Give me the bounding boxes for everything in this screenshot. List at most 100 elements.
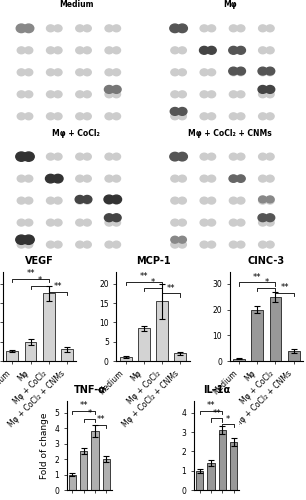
Circle shape — [171, 241, 179, 248]
Circle shape — [47, 219, 55, 226]
Title: VEGF: VEGF — [25, 256, 54, 266]
Circle shape — [17, 91, 25, 98]
Circle shape — [200, 25, 208, 32]
Circle shape — [83, 113, 91, 119]
Circle shape — [105, 47, 113, 54]
Circle shape — [237, 113, 245, 119]
Circle shape — [200, 69, 208, 75]
Circle shape — [259, 196, 267, 203]
Circle shape — [207, 46, 216, 54]
Circle shape — [76, 219, 84, 226]
Circle shape — [76, 241, 84, 248]
Bar — [230, 442, 237, 490]
Circle shape — [112, 47, 121, 54]
Circle shape — [24, 153, 33, 160]
Bar — [233, 358, 245, 361]
Circle shape — [47, 91, 55, 98]
Circle shape — [105, 175, 113, 182]
Bar — [218, 430, 226, 490]
Circle shape — [105, 197, 113, 204]
Circle shape — [112, 25, 121, 32]
Text: *: * — [151, 278, 155, 287]
Circle shape — [259, 197, 267, 204]
Circle shape — [83, 69, 91, 75]
Circle shape — [207, 47, 216, 54]
Circle shape — [16, 24, 26, 32]
Circle shape — [200, 47, 208, 54]
Circle shape — [17, 219, 25, 226]
Circle shape — [230, 113, 237, 119]
Circle shape — [76, 175, 84, 182]
Circle shape — [259, 91, 267, 98]
Circle shape — [178, 219, 186, 226]
Circle shape — [54, 153, 62, 160]
Circle shape — [17, 197, 25, 204]
Circle shape — [16, 152, 27, 162]
Circle shape — [207, 113, 216, 119]
Circle shape — [259, 153, 267, 160]
Circle shape — [104, 214, 114, 222]
Circle shape — [47, 153, 55, 160]
Circle shape — [230, 175, 237, 182]
Circle shape — [24, 219, 33, 226]
Circle shape — [24, 175, 33, 182]
Bar — [69, 474, 76, 490]
Circle shape — [259, 25, 267, 32]
Circle shape — [54, 25, 62, 32]
Circle shape — [104, 195, 114, 203]
Circle shape — [266, 91, 274, 98]
Circle shape — [17, 241, 25, 248]
Circle shape — [76, 197, 84, 204]
Text: **: ** — [54, 282, 62, 290]
Circle shape — [47, 197, 55, 204]
Circle shape — [83, 197, 91, 204]
Circle shape — [177, 152, 187, 161]
Circle shape — [207, 219, 216, 226]
Circle shape — [259, 47, 267, 54]
Circle shape — [17, 69, 25, 75]
Circle shape — [171, 175, 179, 182]
Circle shape — [24, 25, 33, 32]
Circle shape — [112, 86, 121, 94]
Bar — [43, 294, 55, 361]
Circle shape — [200, 153, 208, 160]
Circle shape — [200, 113, 208, 119]
Circle shape — [24, 24, 34, 32]
Circle shape — [229, 175, 238, 182]
Circle shape — [24, 241, 33, 248]
Circle shape — [178, 175, 186, 182]
Circle shape — [105, 241, 113, 248]
Circle shape — [47, 175, 55, 182]
Circle shape — [54, 47, 62, 54]
Bar — [156, 301, 168, 361]
Bar — [270, 296, 282, 361]
Circle shape — [178, 25, 186, 32]
Circle shape — [207, 175, 216, 182]
Circle shape — [177, 24, 187, 32]
Bar — [6, 352, 18, 361]
Circle shape — [258, 86, 267, 94]
Circle shape — [266, 197, 274, 204]
Circle shape — [178, 69, 186, 75]
Circle shape — [17, 113, 25, 119]
Circle shape — [171, 153, 179, 160]
Bar — [24, 342, 36, 361]
Text: **: ** — [26, 269, 35, 278]
Circle shape — [112, 241, 121, 248]
Circle shape — [200, 91, 208, 98]
Text: **: ** — [167, 284, 175, 292]
Bar — [80, 452, 88, 490]
Text: **: ** — [140, 272, 148, 281]
Text: **: ** — [80, 402, 88, 410]
Circle shape — [24, 69, 33, 75]
Circle shape — [178, 91, 186, 98]
Circle shape — [266, 241, 274, 248]
Circle shape — [178, 153, 186, 160]
Circle shape — [236, 175, 245, 182]
Circle shape — [170, 108, 180, 116]
Text: **: ** — [96, 416, 105, 424]
Circle shape — [207, 241, 216, 248]
Circle shape — [54, 69, 62, 75]
Circle shape — [237, 241, 245, 248]
Y-axis label: Fold of change: Fold of change — [39, 412, 49, 479]
